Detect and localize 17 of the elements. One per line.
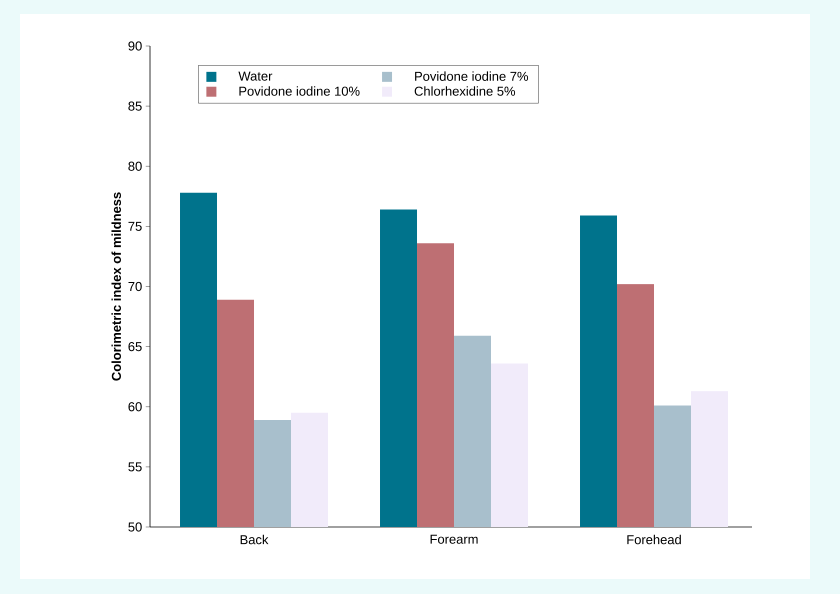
legend-label: Povidone iodine 7%: [415, 71, 528, 81]
y-tick-label: 60: [128, 402, 142, 412]
y-tick-label: 80: [128, 162, 142, 171]
y-tick-label: 65: [128, 342, 142, 352]
y-tick-label: 90: [128, 41, 142, 51]
y-axis-title: Colorimetric index of mildness: [111, 192, 121, 381]
y-tick-label: 75: [128, 222, 142, 231]
y-tick-label: 55: [128, 462, 142, 472]
legend-label: Chlorhexidine 5%: [414, 86, 516, 96]
y-tick-label: 85: [128, 102, 142, 111]
y-tick-label: 50: [128, 522, 142, 532]
y-tick-label: 70: [128, 282, 142, 292]
legend-label: Povidone iodine 10%: [239, 86, 360, 96]
x-tick-label: Forearm: [430, 534, 478, 544]
x-tick-label: Forehead: [627, 534, 681, 544]
legend-label: Water: [238, 72, 272, 81]
x-tick-label: Back: [240, 534, 268, 544]
